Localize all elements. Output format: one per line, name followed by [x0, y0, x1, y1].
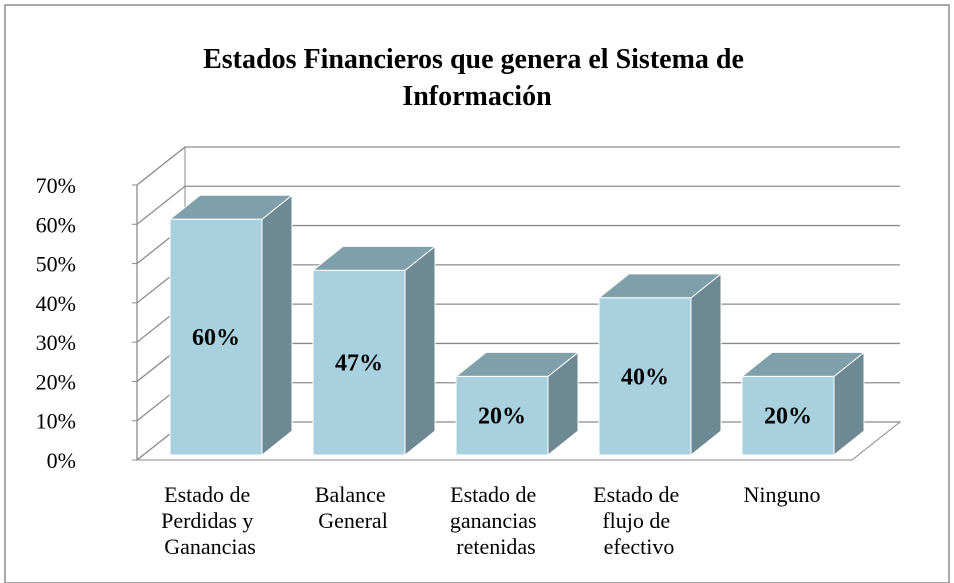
- chart-border: [4, 4, 950, 583]
- y-tick-label: 70%: [36, 173, 76, 198]
- x-tick-label: Ninguno: [744, 482, 821, 507]
- chart-title: Estados Financieros que genera el Sistem…: [203, 44, 751, 112]
- bar: [312, 269, 406, 456]
- value-label: 47%: [335, 351, 383, 377]
- bar-side: [261, 194, 293, 457]
- y-tick-label: 40%: [36, 291, 76, 316]
- bar: [169, 218, 263, 456]
- x-tick-label: Estado de Perdidas y Ganancias: [161, 482, 259, 559]
- y-tick-label: 20%: [36, 369, 76, 394]
- value-label: 20%: [478, 404, 526, 430]
- bar: [455, 375, 549, 456]
- grid-line: [136, 185, 900, 225]
- grid-line: [136, 146, 900, 186]
- bar-side: [404, 245, 436, 457]
- y-tick-label: 50%: [36, 252, 76, 277]
- y-tick-label: 60%: [36, 212, 76, 237]
- value-label: 20%: [764, 404, 812, 430]
- x-tick-label: Estado de ganancias retenidas: [450, 482, 542, 559]
- x-tick-label: Balance General: [315, 482, 391, 533]
- bar: [598, 297, 692, 456]
- bar-side: [690, 272, 722, 457]
- bar: [741, 375, 835, 456]
- y-tick-label: 30%: [36, 330, 76, 355]
- value-label: 40%: [621, 364, 669, 390]
- x-tick-label: Estado de flujo de efectivo: [593, 482, 685, 559]
- y-tick-label: 10%: [36, 409, 76, 434]
- y-tick-label: 0%: [47, 448, 76, 473]
- value-label: 60%: [192, 325, 240, 351]
